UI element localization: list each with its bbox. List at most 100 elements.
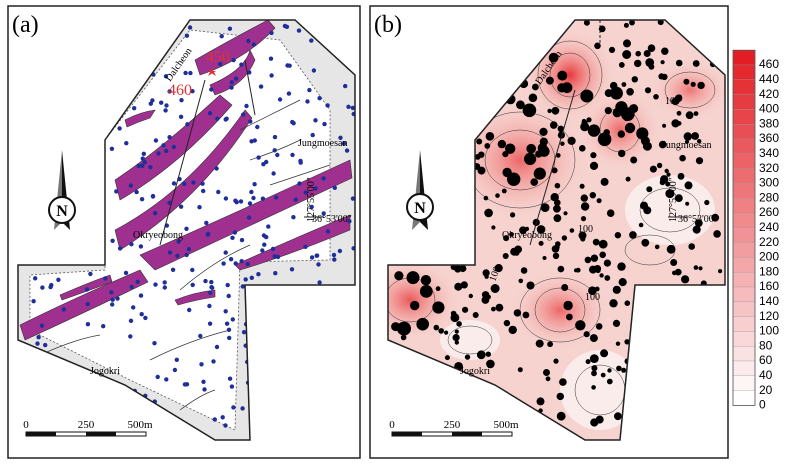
sample-point (152, 341, 157, 346)
sample-point (589, 334, 598, 343)
sample-point (227, 376, 233, 381)
sample-point (494, 264, 503, 273)
sample-point (502, 167, 512, 178)
place-label: Jungmoesan (662, 140, 711, 151)
sample-point (607, 368, 612, 373)
sample-point (117, 246, 123, 251)
sample-point (615, 341, 621, 346)
sample-point (538, 145, 550, 157)
colorbar-label: 200 (759, 250, 779, 264)
sample-point (167, 135, 172, 140)
sample-point (129, 284, 134, 290)
sample-point (251, 42, 256, 47)
sample-point (513, 309, 522, 317)
sample-point (225, 282, 230, 288)
sample-point (674, 94, 683, 102)
sample-point (270, 246, 276, 252)
sample-point (224, 321, 230, 326)
colorbar-segment (732, 64, 756, 80)
elevation-label: 460 (168, 82, 192, 99)
sample-point (313, 186, 318, 191)
sample-point (207, 303, 212, 309)
sample-point (580, 216, 587, 222)
sample-point (695, 157, 704, 165)
sample-point (665, 189, 675, 199)
sample-point (178, 114, 184, 120)
sample-point (103, 276, 108, 281)
fault (529, 89, 576, 246)
sample-point (309, 255, 315, 260)
sample-point (410, 300, 420, 311)
sample-point (653, 94, 659, 100)
sample-point (444, 330, 449, 335)
sample-point (249, 189, 254, 195)
colorbar-label: 300 (759, 176, 779, 190)
sample-point (636, 127, 649, 140)
sample-point (539, 127, 548, 136)
colorbar-label: 340 (759, 146, 779, 160)
sample-point (313, 118, 318, 123)
sample-point (56, 277, 61, 282)
sample-point (171, 144, 176, 150)
sample-point (433, 324, 440, 331)
colorbar-label: 460 (759, 57, 779, 71)
sample-point (269, 30, 274, 36)
sample-point (273, 271, 278, 276)
sample-point (693, 111, 699, 116)
sample-point (561, 284, 569, 291)
north-arrow: N (48, 150, 76, 230)
colorbar-label: 380 (759, 116, 779, 130)
sample-point (591, 370, 597, 377)
sample-point (549, 121, 558, 129)
sample-point (391, 322, 401, 332)
sample-point (397, 321, 411, 336)
sample-point (629, 231, 637, 239)
sample-point (231, 405, 236, 410)
sample-point (514, 245, 522, 254)
sample-point (557, 125, 564, 132)
sample-point (190, 267, 195, 273)
sample-point (581, 118, 587, 124)
sample-point (232, 230, 238, 235)
sample-point (85, 301, 90, 307)
sample-point (109, 290, 114, 295)
sample-point (495, 193, 500, 198)
sample-point (162, 285, 167, 290)
sample-point (174, 357, 179, 362)
sample-point (684, 181, 693, 190)
sample-point (642, 141, 652, 151)
sample-point (662, 123, 667, 128)
sample-point (618, 278, 627, 287)
sample-point (272, 254, 277, 259)
colorbar-segment (732, 390, 756, 406)
sample-point (243, 277, 248, 282)
sample-point (223, 250, 228, 255)
sample-point (291, 215, 296, 220)
sample-point (609, 299, 618, 308)
sample-point (460, 281, 468, 289)
sample-point (317, 280, 322, 285)
sample-point (654, 244, 660, 250)
sample-point (350, 196, 355, 201)
sample-point (199, 362, 204, 367)
colorbar-label: 320 (759, 161, 779, 175)
sample-point (241, 112, 246, 117)
sample-point (164, 103, 169, 108)
sample-point (224, 116, 229, 121)
sample-point (599, 251, 606, 259)
sample-point (617, 262, 626, 271)
sample-point (204, 220, 209, 226)
sample-point (559, 378, 567, 386)
sample-point (164, 148, 169, 154)
sample-point (616, 365, 622, 372)
sample-point (88, 271, 93, 277)
sample-point (141, 151, 146, 156)
sample-point (672, 270, 677, 276)
sample-point (172, 367, 178, 373)
sample-point (164, 377, 169, 382)
colorbar-segment (732, 212, 756, 228)
sample-point (309, 204, 314, 210)
sample-point (197, 205, 202, 210)
sample-point (624, 122, 636, 134)
sample-point (432, 301, 445, 314)
